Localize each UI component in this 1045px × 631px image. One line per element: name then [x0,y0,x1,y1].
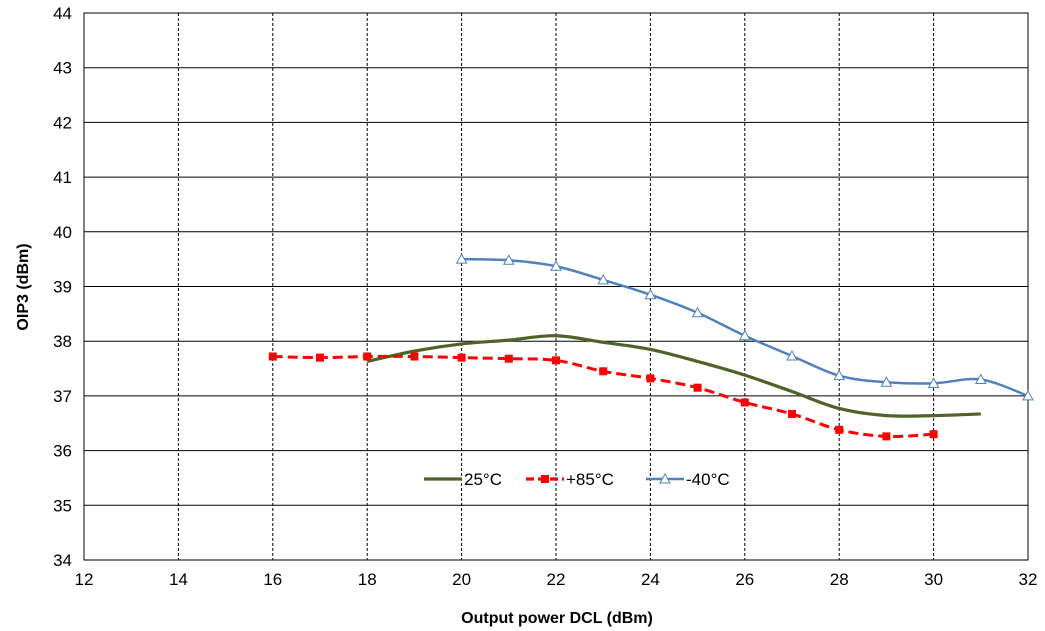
legend-item: -40°C [646,470,730,489]
data-point [693,383,702,392]
y-tick-label: 38 [53,332,72,351]
data-point [927,377,940,388]
data-point [740,398,749,407]
x-tick-label: 14 [169,570,188,589]
data-point [788,409,796,418]
y-tick-label: 39 [53,278,72,297]
data-point [410,352,419,361]
data-point [974,373,987,384]
y-tick-label: 36 [53,442,72,461]
data-point [644,288,657,300]
data-point [550,260,562,271]
series-2 [455,253,1034,401]
y-tick-label: 42 [53,113,72,132]
x-tick-label: 28 [830,570,849,589]
legend-label: -40°C [686,470,730,489]
legend: 25°C +85°C -40°C [424,470,730,489]
data-point [738,329,751,341]
legend-label: 25°C [464,470,502,489]
data-point [880,376,893,387]
data-point [552,356,560,365]
legend-item: 25°C [424,470,502,489]
legend-item: +85°C [526,470,614,489]
x-tick-label: 16 [263,570,282,589]
x-tick-label: 24 [641,570,660,589]
data-point [929,430,938,439]
y-tick-label: 41 [53,168,72,187]
x-tick-label: 18 [358,570,377,589]
data-point [882,432,891,441]
legend-marker [659,472,671,484]
data-point [691,306,704,318]
legend-marker [541,475,549,483]
y-axis-title: OIP3 (dBm) [15,243,32,330]
data-point [316,353,324,362]
x-tick-label: 26 [735,570,754,589]
x-tick-label: 12 [75,570,94,589]
x-tick-label: 22 [547,570,566,589]
grid [84,13,1028,560]
y-tick-label: 37 [53,387,72,406]
data-point [597,273,610,285]
data-point [646,374,655,383]
x-tick-label: 20 [452,570,471,589]
data-point [502,254,515,265]
y-tick-label: 40 [53,223,72,242]
data-point [833,369,846,381]
y-tick-label: 43 [53,59,72,78]
data-point [457,353,466,362]
plot-area-frame [83,12,1029,561]
x-axis-title: Output power DCL (dBm) [461,610,653,627]
data-point [363,352,372,361]
data-point [504,354,513,363]
series [268,253,1034,441]
x-tick-label: 32 [1019,570,1038,589]
x-tick-label: 30 [924,570,943,589]
legend-label: +85°C [566,470,614,489]
data-point [835,425,844,434]
y-tick-label: 35 [53,496,72,515]
tick-labels: 34 35 36 37 38 39 40 41 42 43 44 12 14 16 18 20 22 24 26 28… [53,4,1037,589]
data-point [455,253,468,264]
y-tick-label: 34 [53,551,72,570]
data-point [268,352,277,361]
data-point [786,349,798,361]
series-0 [366,334,981,418]
y-tick-label: 44 [53,4,72,23]
series-line [366,334,981,418]
series-1 [268,352,938,441]
data-point [1022,389,1034,401]
data-point [599,367,608,376]
